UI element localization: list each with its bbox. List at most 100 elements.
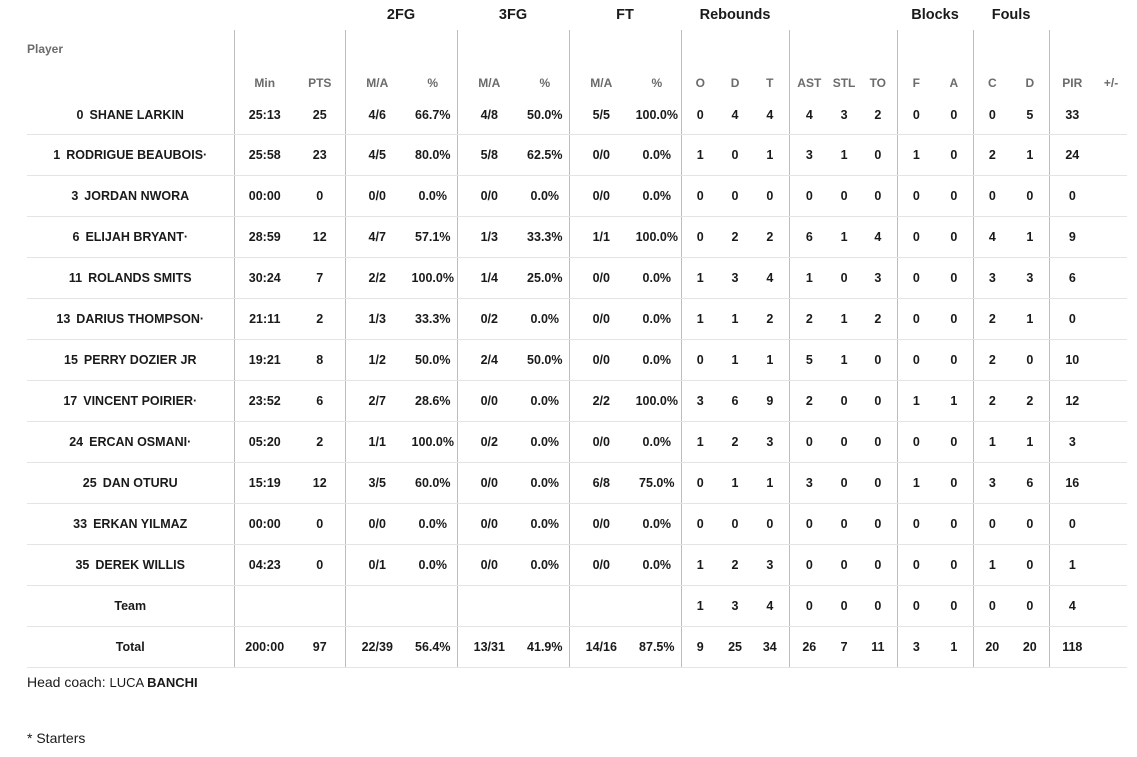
cell-ba: 0 xyxy=(935,175,974,217)
player-number: 0 xyxy=(76,108,84,122)
cell-fc: 3 xyxy=(972,257,1012,299)
player-name[interactable]: 1 RODRIGUE BEAUBOIS· xyxy=(27,134,234,176)
cell-stl: 0 xyxy=(829,544,860,586)
cell-ftp: 0.0% xyxy=(633,503,682,545)
cell-fg2p: 33.3% xyxy=(409,298,458,340)
cell-pir: 33 xyxy=(1048,96,1096,135)
player-name[interactable]: 13 DARIUS THOMPSON· xyxy=(27,298,234,340)
header-player: Player xyxy=(27,42,64,56)
player-name[interactable]: 15 PERRY DOZIER JR xyxy=(27,339,234,381)
player-last-name: WILLIS xyxy=(142,558,185,572)
player-name[interactable]: 25 DAN OTURU xyxy=(27,462,234,504)
cell-ast: 0 xyxy=(788,175,830,217)
cell-bf: 1 xyxy=(896,380,936,422)
cell-bf: 0 xyxy=(896,96,936,135)
cell-fg3: 13/31 xyxy=(456,626,522,668)
group-fouls: Fouls xyxy=(991,7,1031,23)
cell-d: 3 xyxy=(719,257,752,299)
player-row: 25 DAN OTURU 15:19 12 3/5 60.0% 0/0 0.0% 6/8 75.0… xyxy=(27,462,1128,504)
team-row: Team 1 3 4 0 0 0 0 0 0 0 4 xyxy=(27,585,1128,627)
cell-ft: 5/5 xyxy=(568,96,634,135)
cell-fd: 0 xyxy=(1011,585,1050,627)
player-last-name: OSMANI· xyxy=(137,435,192,449)
box-score-table: 2FG 3FG FT Rebounds Blocks Fouls Player … xyxy=(27,0,1128,668)
header-plus-minus: +/- xyxy=(1103,76,1119,90)
cell-d: 1 xyxy=(719,462,752,504)
cell-fg3: 1/3 xyxy=(456,216,522,258)
cell-o: 0 xyxy=(680,175,720,217)
cell-fd: 1 xyxy=(1011,134,1050,176)
cell-pir: 0 xyxy=(1048,503,1096,545)
cell-ftp: 0.0% xyxy=(633,298,682,340)
cell-min: 30:24 xyxy=(233,257,295,299)
cell-d: 1 xyxy=(719,339,752,381)
cell-ast: 0 xyxy=(788,421,830,463)
cell-bf: 3 xyxy=(896,626,936,668)
cell-o: 3 xyxy=(680,380,720,422)
cell-pir: 16 xyxy=(1048,462,1096,504)
cell-ft: 0/0 xyxy=(568,134,634,176)
cell-ftp: 0.0% xyxy=(633,257,682,299)
cell-ft: 0/0 xyxy=(568,175,634,217)
cell-ftp: 0.0% xyxy=(633,134,682,176)
player-name[interactable]: 6 ELIJAH BRYANT· xyxy=(27,216,234,258)
cell-fg3: 1/4 xyxy=(456,257,522,299)
cell-fg2p: 0.0% xyxy=(409,544,458,586)
player-row: 6 ELIJAH BRYANT· 28:59 12 4/7 57.1% 1/3 33.3% 1/… xyxy=(27,216,1128,258)
cell-ft: 1/1 xyxy=(568,216,634,258)
cell-fg3: 0/0 xyxy=(456,175,522,217)
cell-ba: 0 xyxy=(935,462,974,504)
cell-fc: 2 xyxy=(972,134,1012,176)
player-name[interactable]: 24 ERCAN OSMANI· xyxy=(27,421,234,463)
cell-t: 0 xyxy=(751,175,790,217)
cell-d: 6 xyxy=(719,380,752,422)
cell-pm xyxy=(1095,175,1128,217)
header-ast: AST xyxy=(788,30,830,96)
cell-ast: 2 xyxy=(788,298,830,340)
player-first-name: RODRIGUE xyxy=(66,148,134,162)
player-name[interactable]: 0 SHANE LARKIN xyxy=(27,96,234,135)
cell-ft: 0/0 xyxy=(568,544,634,586)
cell-fg3p: 25.0% xyxy=(521,257,570,299)
cell-fd: 1 xyxy=(1011,216,1050,258)
cell-d: 1 xyxy=(719,298,752,340)
cell-ast: 0 xyxy=(788,503,830,545)
cell-bf: 0 xyxy=(896,421,936,463)
cell-fg3: 5/8 xyxy=(456,134,522,176)
cell-ba: 0 xyxy=(935,134,974,176)
cell-to: 2 xyxy=(859,96,898,135)
cell-stl: 3 xyxy=(829,96,860,135)
cell-fg2p: 28.6% xyxy=(409,380,458,422)
player-number: 33 xyxy=(73,517,88,531)
player-name[interactable]: 35 DEREK WILLIS xyxy=(27,544,234,586)
player-name[interactable]: 17 VINCENT POIRIER· xyxy=(27,380,234,422)
cell-ast: 3 xyxy=(788,134,830,176)
player-name[interactable]: 33 ERKAN YILMAZ xyxy=(27,503,234,545)
cell-pir: 0 xyxy=(1048,175,1096,217)
cell-d: 4 xyxy=(719,96,752,135)
cell-fg2: 2/2 xyxy=(344,257,409,299)
cell-bf: 0 xyxy=(896,298,936,340)
cell-fc: 2 xyxy=(972,339,1012,381)
cell-ba: 1 xyxy=(935,380,974,422)
cell-fd: 5 xyxy=(1011,96,1050,135)
cell-t: 1 xyxy=(751,134,790,176)
header-2fg-ma: M/A xyxy=(344,30,409,96)
cell-pts: 25 xyxy=(295,96,345,135)
cell-ft: 6/8 xyxy=(568,462,634,504)
cell-ftp: 100.0% xyxy=(633,380,682,422)
cell-ast: 0 xyxy=(788,585,830,627)
player-name[interactable]: 3 JORDAN NWORA xyxy=(27,175,234,217)
cell-fg3p: 0.0% xyxy=(521,175,570,217)
cell-ba: 0 xyxy=(935,339,974,381)
header-ft-pct: % xyxy=(651,76,663,90)
header-min: Min xyxy=(233,30,295,96)
cell-fg2: 22/39 xyxy=(344,626,409,668)
cell-to: 0 xyxy=(859,585,898,627)
cell-o: 1 xyxy=(680,257,720,299)
cell-pm xyxy=(1095,380,1128,422)
header-blk-a: A xyxy=(949,76,959,90)
player-name[interactable]: 11 ROLANDS SMITS xyxy=(27,257,234,299)
player-row: 17 VINCENT POIRIER· 23:52 6 2/7 28.6% 0/0 0.0% 2… xyxy=(27,380,1128,422)
player-last-name: YILMAZ xyxy=(140,517,188,531)
